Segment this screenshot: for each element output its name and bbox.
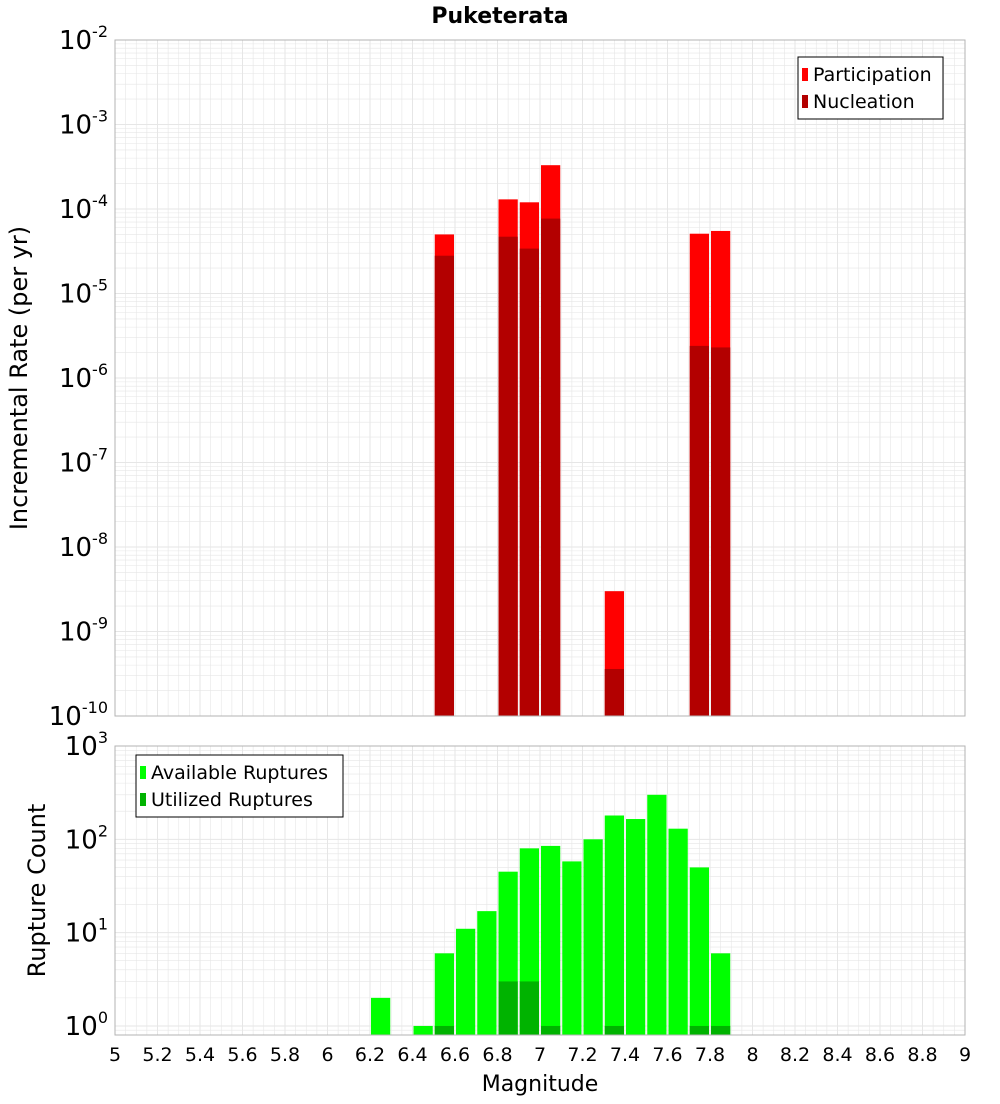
bottom-bar-available-ruptures <box>477 911 497 1035</box>
x-tick-label: 8.2 <box>780 1044 810 1066</box>
bottom-bar-utilized-ruptures <box>689 1025 709 1035</box>
top-legend-swatch <box>802 68 808 81</box>
bottom-legend: Available Ruptures Utilized Ruptures <box>135 754 344 818</box>
x-tick-label: 7 <box>534 1044 546 1066</box>
x-tick-label: 7.4 <box>610 1044 640 1066</box>
chart-title: Puketerata <box>431 4 568 29</box>
top-y-tick-label: 10-8 <box>59 529 108 563</box>
bottom-bar-available-ruptures <box>583 839 603 1035</box>
x-axis-label: Magnitude <box>482 1072 599 1097</box>
bottom-bar-utilized-ruptures <box>711 1025 731 1035</box>
bottom-plot-frame <box>114 745 966 1036</box>
x-tick-label: 5.8 <box>270 1044 300 1066</box>
bottom-bar-available-ruptures <box>626 819 646 1035</box>
x-tick-label: 8.4 <box>822 1044 852 1066</box>
bottom-legend-swatch <box>140 793 146 806</box>
bottom-bar-utilized-ruptures <box>519 981 539 1035</box>
top-legend-label: Participation <box>813 64 932 86</box>
top-legend: Participation Nucleation <box>797 56 944 120</box>
top-bar-nucleation <box>689 345 709 716</box>
bottom-legend-label: Utilized Ruptures <box>151 789 313 811</box>
top-y-tick-label: 10-2 <box>59 22 108 56</box>
x-tick-label: 6.8 <box>482 1044 512 1066</box>
x-tick-label: 5 <box>109 1044 121 1066</box>
top-bar-nucleation <box>541 218 561 716</box>
top-y-tick-label: 10-10 <box>49 698 108 732</box>
x-tick-label: 6.4 <box>397 1044 427 1066</box>
x-tick-label: 7.8 <box>695 1044 725 1066</box>
bottom-y-tick-label: 101 <box>65 915 108 949</box>
bottom-bar-available-ruptures <box>456 928 476 1035</box>
top-y-tick-label: 10-9 <box>59 614 108 648</box>
top-bar-nucleation <box>604 668 624 716</box>
top-panel: 10-10 10-9 10-8 10-7 10-6 10-5 10-4 10-3 10-2 Inc… <box>5 22 966 732</box>
top-bar-nucleation <box>519 248 539 716</box>
x-tick-label: 5.6 <box>227 1044 257 1066</box>
bottom-bar-available-ruptures <box>668 828 688 1035</box>
bottom-bar-utilized-ruptures <box>541 1025 561 1035</box>
bottom-bar-utilized-ruptures <box>498 981 518 1035</box>
bottom-bar-utilized-ruptures <box>434 1025 454 1035</box>
x-tick-label: 8.8 <box>907 1044 937 1066</box>
top-y-axis-label: Incremental Rate (per yr) <box>5 226 33 530</box>
top-y-tick-label: 10-4 <box>59 191 108 225</box>
bottom-legend-box <box>135 754 344 818</box>
x-tick-label: 8 <box>746 1044 758 1066</box>
bottom-bar-available-ruptures <box>562 861 582 1035</box>
x-tick-label: 6.2 <box>355 1044 385 1066</box>
top-legend-label: Nucleation <box>813 91 915 113</box>
top-bar-nucleation <box>434 255 454 716</box>
x-tick-label: 9 <box>959 1044 971 1066</box>
top-bar-nucleation <box>711 347 731 716</box>
bottom-bar-utilized-ruptures <box>604 1025 624 1035</box>
bottom-y-tick-label: 100 <box>65 1008 108 1042</box>
bottom-bar-available-ruptures <box>711 953 731 1035</box>
bottom-legend-label: Available Ruptures <box>151 762 328 784</box>
top-y-tick-label: 10-6 <box>59 360 108 394</box>
bottom-bar-available-ruptures <box>413 1025 433 1035</box>
top-y-tick-label: 10-7 <box>59 445 108 479</box>
x-tick-label: 5.2 <box>142 1044 172 1066</box>
bottom-legend-swatch <box>140 766 146 779</box>
x-tick-label: 6 <box>321 1044 333 1066</box>
top-y-tick-label: 10-5 <box>59 276 108 310</box>
bottom-panel: 100 101 102 103 Rupture Count Available Ruptu… <box>23 728 971 1097</box>
top-bar-nucleation <box>498 236 518 716</box>
top-plot-frame <box>114 39 966 717</box>
bottom-y-tick-label: 102 <box>65 821 108 855</box>
x-tick-label: 8.6 <box>865 1044 895 1066</box>
bottom-y-tick-label: 103 <box>65 728 108 762</box>
x-tick-label: 7.2 <box>567 1044 597 1066</box>
bottom-bar-available-ruptures <box>371 997 391 1035</box>
bottom-bar-available-ruptures <box>647 794 667 1035</box>
x-tick-label: 6.6 <box>440 1044 470 1066</box>
top-y-tick-label: 10-3 <box>59 107 108 141</box>
bottom-bar-available-ruptures <box>689 867 709 1035</box>
top-legend-swatch <box>802 95 808 108</box>
bottom-bar-available-ruptures <box>541 845 561 1035</box>
x-tick-label: 7.6 <box>652 1044 682 1066</box>
top-legend-box <box>797 56 944 120</box>
x-tick-label: 5.4 <box>185 1044 215 1066</box>
bottom-bar-available-ruptures <box>604 815 624 1035</box>
bottom-bar-available-ruptures <box>434 953 454 1035</box>
bottom-y-axis-label: Rupture Count <box>23 804 51 978</box>
